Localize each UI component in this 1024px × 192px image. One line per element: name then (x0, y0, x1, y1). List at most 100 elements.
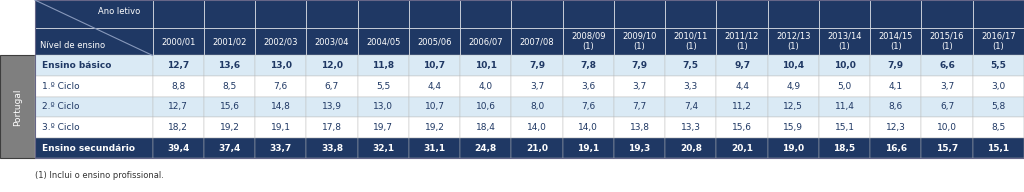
Text: 11,8: 11,8 (372, 61, 394, 70)
Bar (460, 138, 511, 158)
Bar (409, 28, 460, 55)
Bar (409, 97, 460, 117)
Bar (306, 117, 357, 138)
Bar (717, 55, 768, 76)
Bar (204, 76, 255, 97)
Text: 18,5: 18,5 (834, 144, 856, 153)
Text: 10,0: 10,0 (834, 61, 855, 70)
Text: 15,1: 15,1 (835, 123, 855, 132)
Bar (562, 0, 614, 28)
Bar (35, 138, 153, 158)
Text: 7,9: 7,9 (888, 61, 904, 70)
Bar (717, 28, 768, 55)
Bar (922, 117, 973, 138)
Bar (306, 76, 357, 97)
Text: 3.º Ciclo: 3.º Ciclo (42, 123, 80, 132)
Bar (614, 117, 666, 138)
Text: 7,9: 7,9 (529, 61, 545, 70)
Bar (204, 28, 255, 55)
Text: 9,7: 9,7 (734, 61, 751, 70)
Bar (460, 76, 511, 97)
Bar (204, 0, 255, 28)
Bar (973, 55, 1024, 76)
Text: 12,7: 12,7 (168, 102, 188, 111)
Bar (819, 0, 870, 28)
Text: 4,4: 4,4 (735, 82, 750, 91)
Bar (409, 117, 460, 138)
Bar (204, 138, 255, 158)
Text: 11,2: 11,2 (732, 102, 752, 111)
Bar (768, 76, 819, 97)
Text: 20,1: 20,1 (731, 144, 753, 153)
Bar (511, 138, 562, 158)
Bar (768, 28, 819, 55)
Bar (511, 0, 562, 28)
Text: 5,8: 5,8 (991, 102, 1006, 111)
Bar (562, 97, 614, 117)
Text: 2002/03: 2002/03 (263, 37, 298, 46)
Text: 33,7: 33,7 (269, 144, 292, 153)
Text: 2001/02: 2001/02 (212, 37, 247, 46)
Bar (460, 28, 511, 55)
Bar (819, 97, 870, 117)
Text: 2016/17
(1): 2016/17 (1) (981, 32, 1016, 51)
Bar (460, 97, 511, 117)
Bar (819, 117, 870, 138)
Bar (357, 97, 409, 117)
Text: 2012/13
(1): 2012/13 (1) (776, 32, 811, 51)
Bar (460, 0, 511, 28)
Bar (870, 28, 922, 55)
Bar (409, 0, 460, 28)
Bar (35, 117, 153, 138)
Text: 33,8: 33,8 (321, 144, 343, 153)
Text: 10,0: 10,0 (937, 123, 957, 132)
Text: Ensino básico: Ensino básico (42, 61, 112, 70)
Bar (306, 97, 357, 117)
Bar (153, 97, 204, 117)
Bar (922, 0, 973, 28)
Bar (306, 138, 357, 158)
Text: 8,0: 8,0 (529, 102, 544, 111)
Bar (870, 117, 922, 138)
Bar (717, 0, 768, 28)
Bar (666, 55, 717, 76)
Bar (870, 55, 922, 76)
Text: 15,9: 15,9 (783, 123, 804, 132)
Text: 7,7: 7,7 (633, 102, 647, 111)
Text: 10,7: 10,7 (424, 61, 445, 70)
Text: 7,6: 7,6 (582, 102, 595, 111)
Text: 5,5: 5,5 (376, 82, 390, 91)
Bar (35, 55, 153, 76)
Text: 13,3: 13,3 (681, 123, 700, 132)
Text: 3,7: 3,7 (940, 82, 954, 91)
Text: 2007/08: 2007/08 (520, 37, 554, 46)
Text: 3,6: 3,6 (582, 82, 595, 91)
Text: 4,4: 4,4 (427, 82, 441, 91)
Text: (1) Inclui o ensino profissional.: (1) Inclui o ensino profissional. (35, 171, 164, 180)
Bar (666, 76, 717, 97)
Text: 2000/01: 2000/01 (161, 37, 196, 46)
Bar (35, 0, 153, 28)
Bar (511, 55, 562, 76)
Bar (973, 138, 1024, 158)
Bar (562, 76, 614, 97)
Text: Portugal: Portugal (13, 88, 22, 126)
Text: 17,8: 17,8 (322, 123, 342, 132)
Text: 15,7: 15,7 (936, 144, 958, 153)
Bar (768, 97, 819, 117)
Bar (973, 0, 1024, 28)
Bar (255, 138, 306, 158)
Text: 19,2: 19,2 (219, 123, 240, 132)
Text: 31,1: 31,1 (424, 144, 445, 153)
Text: 18,4: 18,4 (476, 123, 496, 132)
Text: 13,0: 13,0 (269, 61, 292, 70)
Bar (922, 76, 973, 97)
Text: 8,5: 8,5 (991, 123, 1006, 132)
Text: 16,6: 16,6 (885, 144, 907, 153)
Text: 3,7: 3,7 (529, 82, 544, 91)
Bar (255, 117, 306, 138)
Bar (973, 76, 1024, 97)
Text: 8,6: 8,6 (889, 102, 903, 111)
Bar (717, 97, 768, 117)
Bar (35, 0, 1024, 158)
